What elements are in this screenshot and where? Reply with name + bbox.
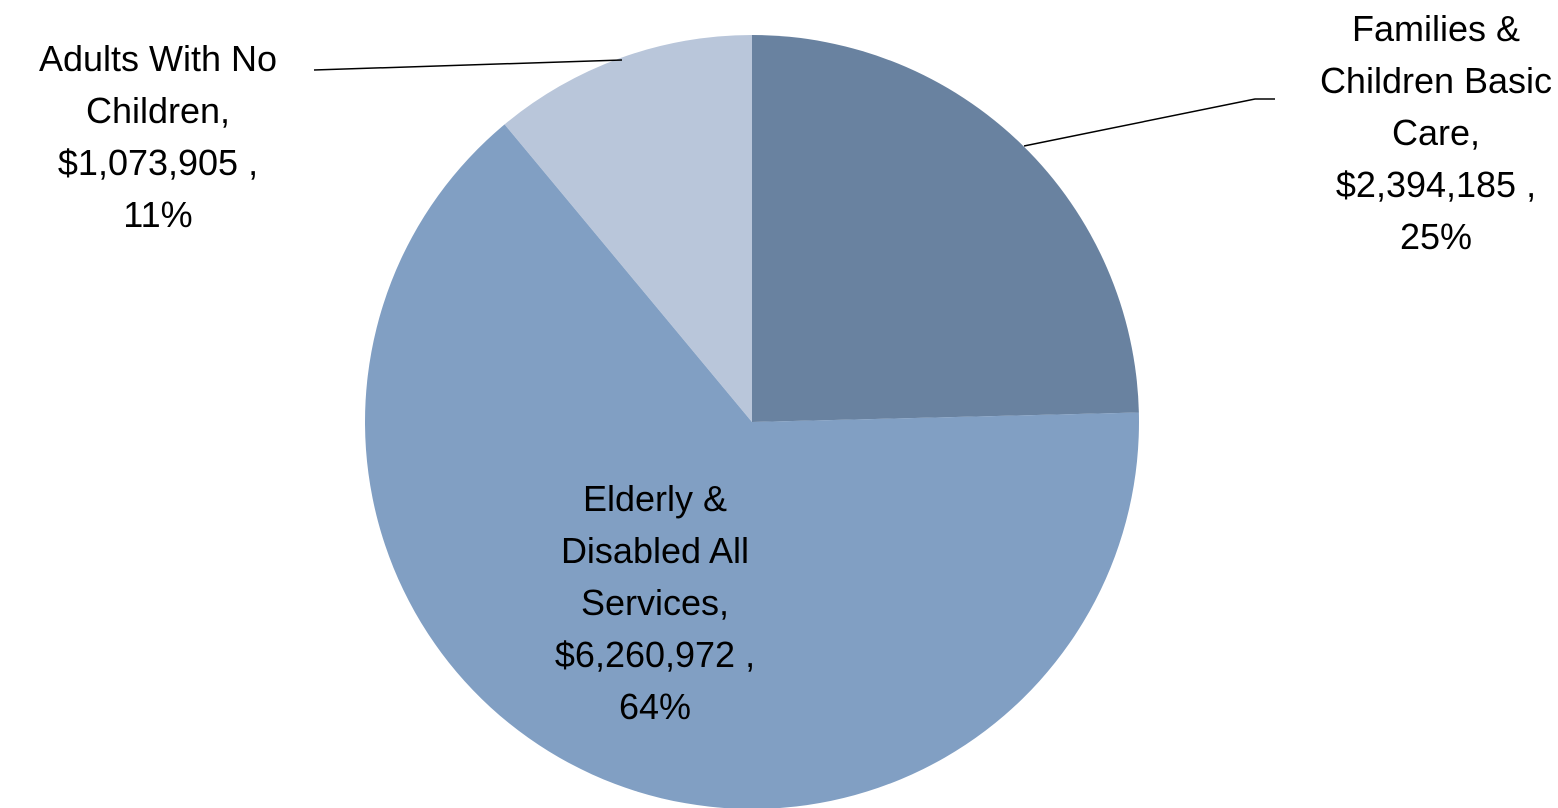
data-label-line: $6,260,972 , [555,634,755,675]
pie-slice-adults-with-no-children [504,35,752,422]
data-label-line: Disabled All [561,530,749,571]
data-label-line: Children, [86,90,230,131]
leader-lines [313,59,1275,147]
pie-slices [365,35,1139,808]
data-label-families-and-children-basic-care: Families & Children Basic Care, $2,394,185 … [1320,8,1552,257]
leader-line-adults-with-no-children [313,59,623,71]
leader-line-families-and-children-basic-care [1023,98,1275,147]
data-label-adults-with-no-children: Adults With No Children, $1,073,905 , 11% [39,38,277,235]
data-label-line: Care, [1392,112,1480,153]
data-label-line: Services, [581,582,729,623]
data-labels: Families & Children Basic Care, $2,394,185 … [39,8,1552,727]
pie-slice-families-and-children-basic-care [752,35,1139,422]
data-label-line: Families & [1352,8,1520,49]
data-label-line: Adults With No [39,38,277,79]
data-label-line: $1,073,905 , [58,142,258,183]
data-label-line: Elderly & [583,478,727,519]
data-label-line: $2,394,185 , [1336,164,1536,205]
data-label-line: 64% [619,686,691,727]
data-label-line: 25% [1400,216,1472,257]
data-label-line: 11% [123,194,192,235]
data-label-line: Children Basic [1320,60,1552,101]
data-label-elderly-and-disabled-all-services: Elderly & Disabled All Services, $6,260,972… [555,478,755,727]
pie-slice-elderly-and-disabled-all-services [365,124,1139,808]
